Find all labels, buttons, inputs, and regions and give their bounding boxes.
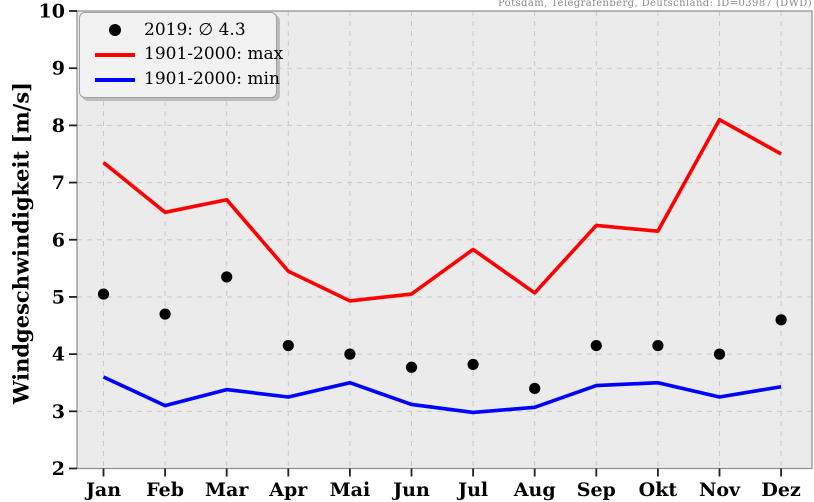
y-tick-label: 6 xyxy=(52,229,65,251)
data-point-dot xyxy=(405,361,418,373)
x-tick-label: Dez xyxy=(761,479,801,501)
data-point-dot xyxy=(282,339,294,352)
data-point-dot xyxy=(467,358,479,371)
station-title: Potsdam, Telegrafenberg, Deutschland: ID… xyxy=(497,0,812,9)
min-line xyxy=(102,375,782,415)
y-tick-label: 8 xyxy=(52,115,65,137)
x-tick-label: Mai xyxy=(330,479,371,501)
data-point-dot xyxy=(221,271,233,283)
y-axis-label: Windgeschwindigkeit [m/s] xyxy=(8,81,34,405)
x-tick-label: Apr xyxy=(268,479,308,501)
x-tick-label: Okt xyxy=(639,479,678,501)
red-line-marker-icon xyxy=(86,52,144,57)
x-tick-label: Jul xyxy=(456,479,488,501)
y-tick-label: 10 xyxy=(39,1,65,23)
x-tick-label: Jan xyxy=(84,479,121,501)
x-tick-label: Sep xyxy=(577,479,616,501)
legend-label-2019: 2019: ∅ 4.3 xyxy=(144,19,246,40)
data-point-dot xyxy=(590,339,602,352)
max-line xyxy=(102,117,782,303)
legend-item-max: 1901-2000: max xyxy=(86,46,283,63)
dot-marker-icon xyxy=(86,24,144,37)
x-tick-label: Aug xyxy=(513,479,556,501)
y-tick-label: 5 xyxy=(52,286,65,308)
x-tick-label: Feb xyxy=(146,479,184,501)
legend: 2019: ∅ 4.3 1901-2000: max 1901-2000: mi… xyxy=(79,12,283,98)
y-tick-label: 3 xyxy=(52,401,65,423)
legend-label-max: 1901-2000: max xyxy=(144,44,284,65)
data-point-dot xyxy=(159,308,171,320)
y-tick-label: 7 xyxy=(52,172,65,194)
legend-item-min: 1901-2000: min xyxy=(86,71,280,88)
legend-item-2019: 2019: ∅ 4.3 xyxy=(86,19,270,40)
x-tick-label: Nov xyxy=(699,479,741,501)
x-tick-label: Mar xyxy=(205,479,249,501)
data-point-dot xyxy=(652,339,664,352)
y-tick-label: 4 xyxy=(52,344,65,366)
y-tick-label: 2 xyxy=(52,458,65,480)
data-point-dot xyxy=(529,382,541,395)
data-point-dot xyxy=(97,288,110,300)
legend-label-min: 1901-2000: min xyxy=(144,69,280,90)
data-point-dot xyxy=(344,348,356,360)
y-tick-label: 9 xyxy=(52,58,65,80)
data-point-dot xyxy=(775,314,787,326)
x-tick-label: Jun xyxy=(391,479,430,501)
blue-line-marker-icon xyxy=(86,77,144,82)
data-point-dot xyxy=(713,348,726,360)
